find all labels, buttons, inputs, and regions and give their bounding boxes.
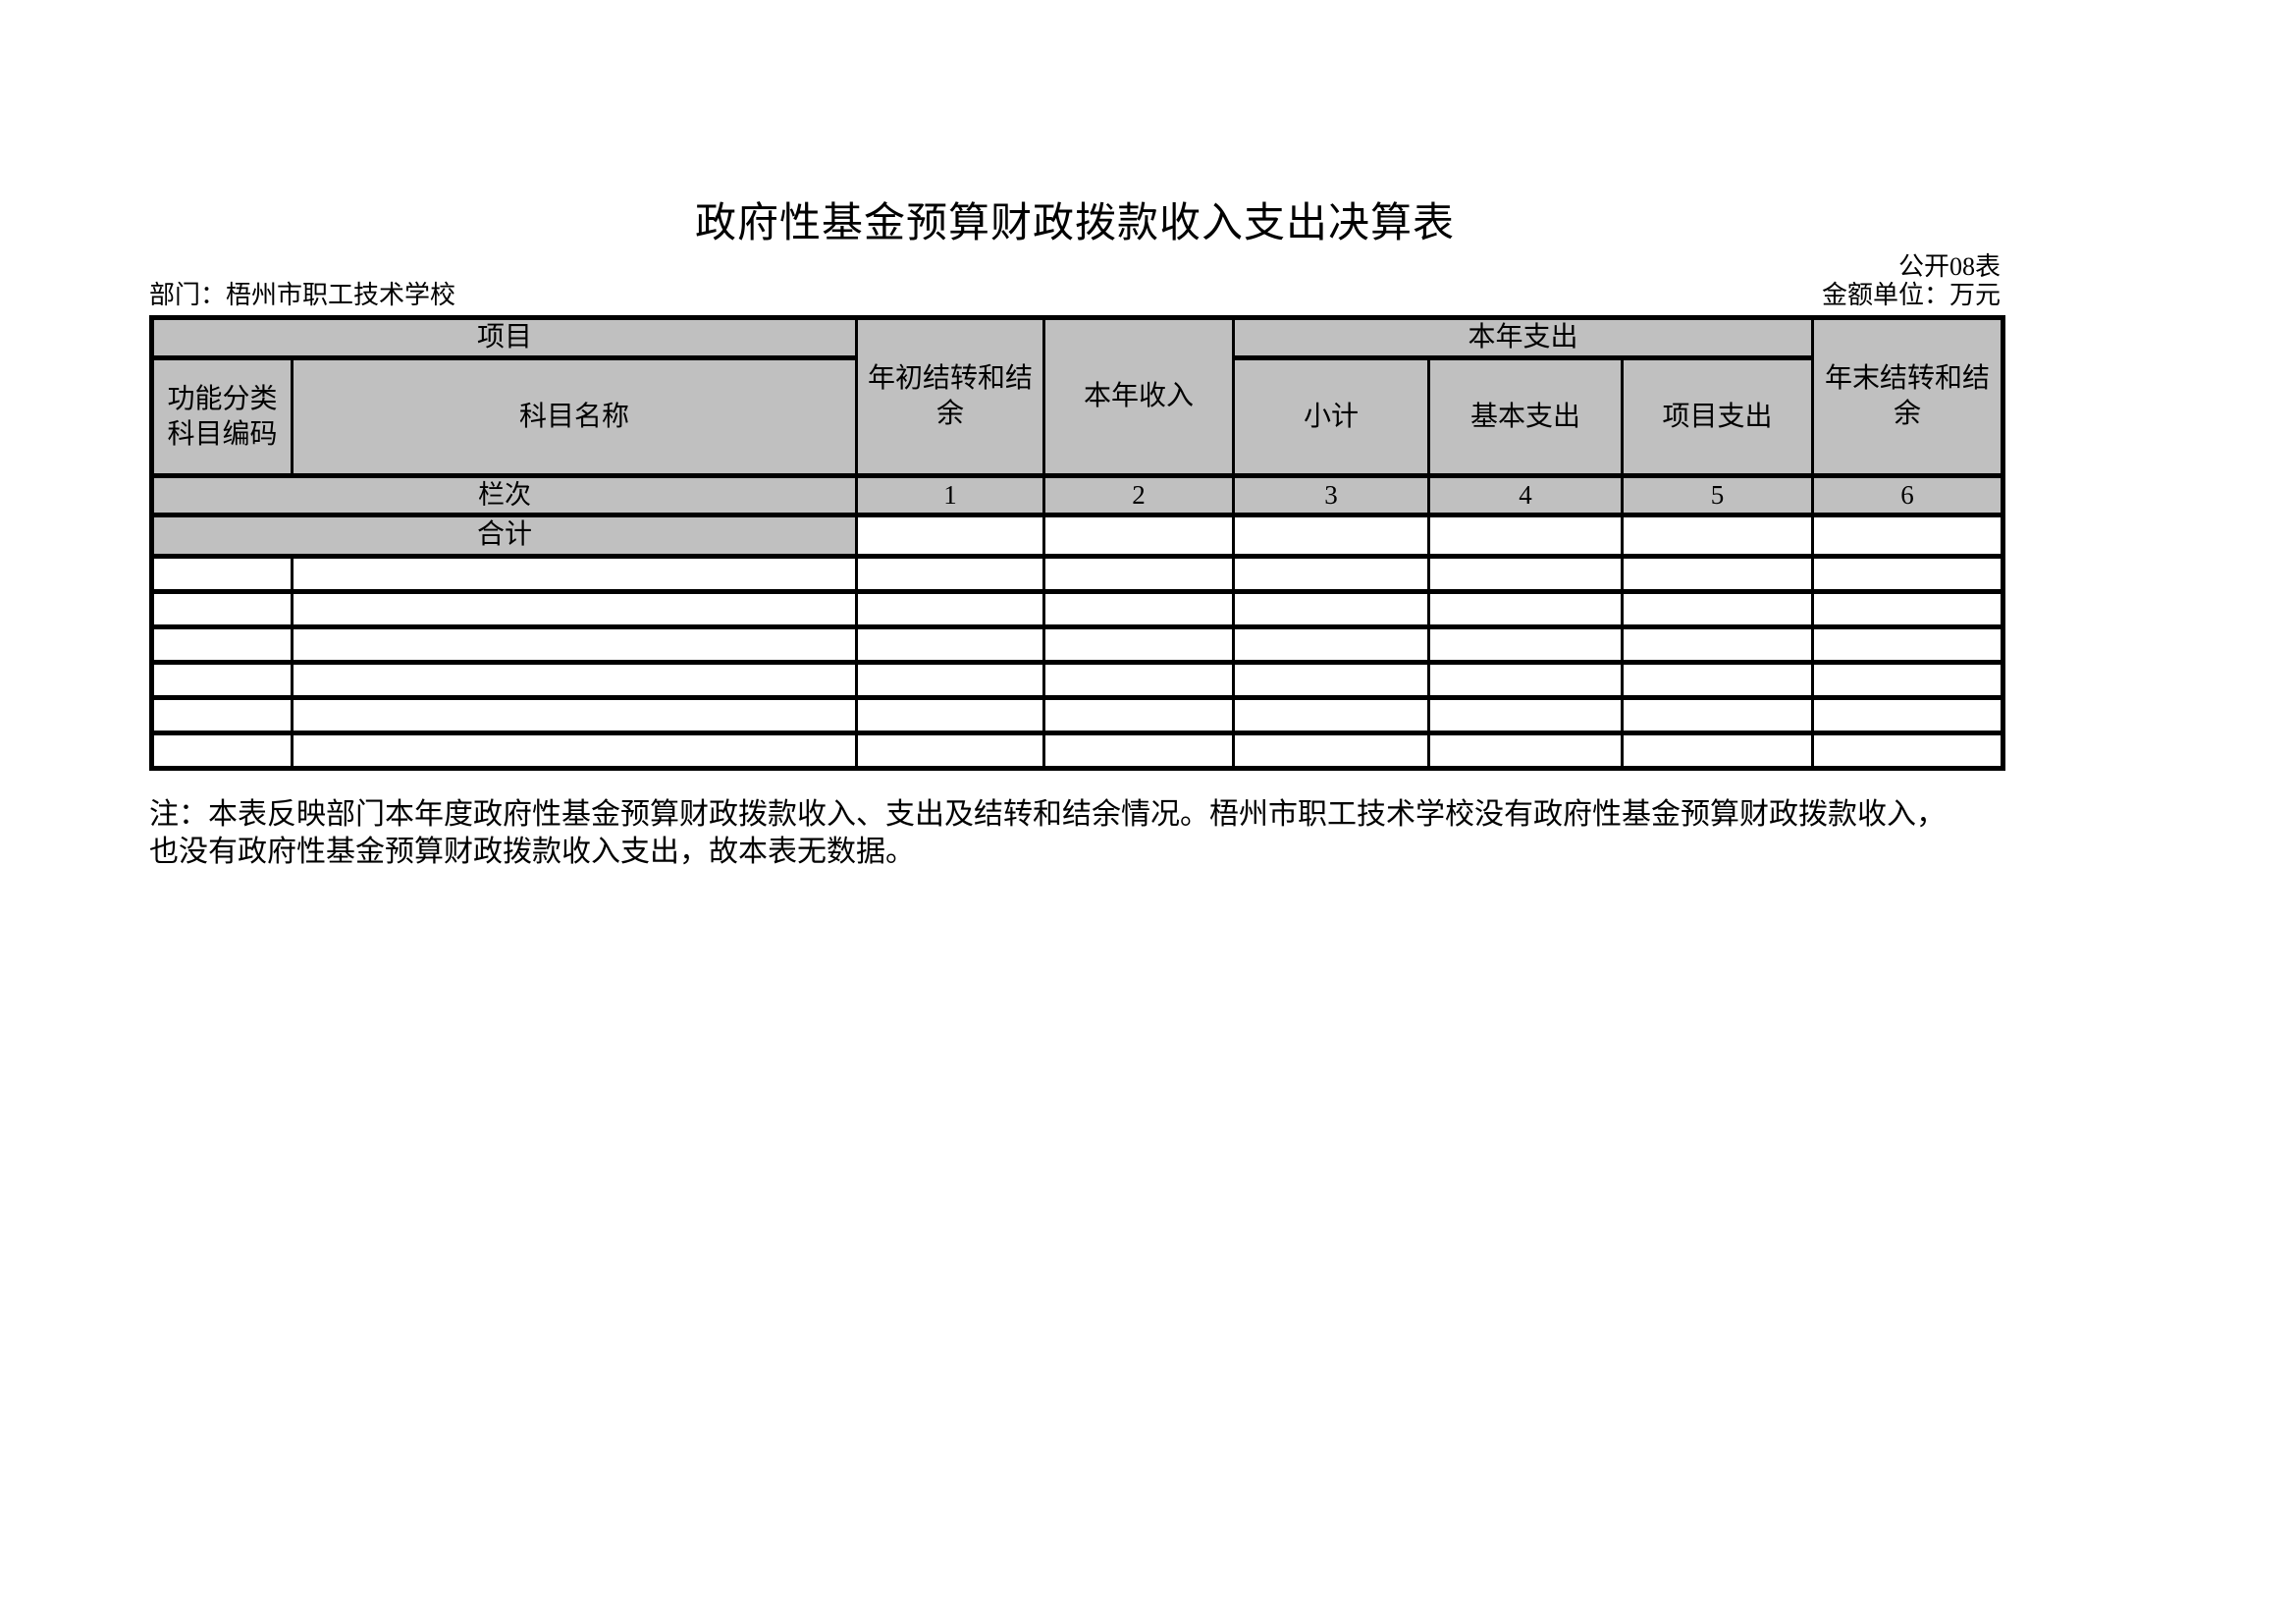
empty-cell bbox=[1427, 588, 1625, 629]
total-cell-6 bbox=[1811, 513, 2005, 559]
empty-cell bbox=[290, 588, 859, 629]
column-index-2: 2 bbox=[1042, 473, 1236, 518]
header-cell-expense-group: 本年支出 bbox=[1232, 314, 1815, 361]
empty-cell bbox=[1232, 659, 1431, 700]
column-index-1: 1 bbox=[855, 473, 1046, 518]
empty-cell bbox=[1042, 730, 1236, 771]
empty-cell bbox=[290, 730, 859, 771]
content-area: 政府性基金预算财政拨款收入支出决算表 公开08表 部门：梧州市职工技术学校 金额… bbox=[149, 0, 2006, 871]
header-cell-end-balance: 年末结转和结余 bbox=[1811, 314, 2005, 479]
page-title: 政府性基金预算财政拨款收入支出决算表 bbox=[694, 201, 1455, 246]
empty-cell bbox=[1042, 659, 1236, 700]
empty-cell bbox=[290, 553, 859, 594]
empty-cell bbox=[855, 694, 1046, 735]
empty-cell bbox=[1042, 553, 1236, 594]
total-row: 合计 bbox=[149, 513, 2005, 559]
empty-cell bbox=[1621, 694, 1815, 735]
empty-cell bbox=[1621, 588, 1815, 629]
header-cell-year-income: 本年收入 bbox=[1042, 314, 1236, 479]
header-cell-basic-expense: 基本支出 bbox=[1427, 355, 1625, 479]
table-code-label: 公开08表 bbox=[1897, 252, 2001, 281]
empty-cell bbox=[1621, 730, 1815, 771]
empty-cell bbox=[150, 623, 294, 665]
column-index-label: 栏次 bbox=[149, 473, 859, 518]
column-index-row: 栏次 1 2 3 4 5 6 bbox=[149, 473, 2005, 518]
note-line-1: 注：本表反映部门本年度政府性基金预算财政拨款收入、支出及结转和结余情况。梧州市职… bbox=[149, 797, 1946, 831]
note-line-2: 也没有政府性基金预算财政拨款收入支出，故本表无数据。 bbox=[149, 835, 915, 868]
empty-cell bbox=[1427, 659, 1625, 700]
empty-cell bbox=[1811, 553, 2005, 594]
empty-cell bbox=[150, 694, 294, 735]
empty-cell bbox=[1811, 730, 2005, 771]
empty-cell bbox=[1621, 659, 1815, 700]
empty-rows bbox=[150, 553, 2005, 771]
header-cell-project-expense: 项目支出 bbox=[1621, 355, 1815, 479]
accounts-table: 项目 年初结转和结余 本年收入 本年支出 年末结转和结余 功能分类科目编码 科目… bbox=[149, 314, 2006, 771]
empty-cell bbox=[1232, 623, 1431, 665]
empty-data-row bbox=[150, 623, 2005, 665]
empty-cell bbox=[150, 553, 294, 594]
header-cell-project-group: 项目 bbox=[149, 314, 859, 361]
header-cell-subject-name: 科目名称 bbox=[290, 355, 859, 479]
empty-data-row bbox=[150, 659, 2005, 700]
empty-cell bbox=[290, 659, 859, 700]
empty-cell bbox=[855, 588, 1046, 629]
total-cell-2 bbox=[1042, 513, 1236, 559]
empty-cell bbox=[1427, 623, 1625, 665]
empty-cell bbox=[855, 659, 1046, 700]
department-label: 部门：梧州市职工技术学校 bbox=[149, 281, 456, 309]
total-cell-1 bbox=[855, 513, 1046, 559]
total-cell-5 bbox=[1621, 513, 1815, 559]
empty-cell bbox=[855, 623, 1046, 665]
empty-cell bbox=[150, 659, 294, 700]
empty-cell bbox=[290, 694, 859, 735]
empty-cell bbox=[150, 730, 294, 771]
empty-cell bbox=[290, 623, 859, 665]
empty-cell bbox=[150, 588, 294, 629]
meta-row: 部门：梧州市职工技术学校 金额单位：万元 bbox=[149, 281, 2001, 309]
unit-label: 金额单位：万元 bbox=[1821, 281, 2001, 309]
header-cell-subtotal: 小计 bbox=[1232, 355, 1431, 479]
header-row-2: 功能分类科目编码 科目名称 小计 基本支出 项目支出 bbox=[150, 355, 2003, 479]
column-index-5: 5 bbox=[1621, 473, 1815, 518]
empty-cell bbox=[1811, 623, 2005, 665]
empty-cell bbox=[855, 553, 1046, 594]
empty-cell bbox=[1232, 694, 1431, 735]
empty-data-row bbox=[150, 588, 2005, 629]
column-index-6: 6 bbox=[1811, 473, 2005, 518]
empty-cell bbox=[1621, 623, 1815, 665]
total-cell-3 bbox=[1232, 513, 1431, 559]
empty-data-row bbox=[150, 694, 2005, 735]
header-row-1: 项目 年初结转和结余 本年收入 本年支出 年末结转和结余 bbox=[149, 314, 2005, 479]
empty-cell bbox=[1042, 694, 1236, 735]
empty-cell bbox=[1621, 553, 1815, 594]
empty-data-row bbox=[150, 730, 2005, 771]
empty-data-row bbox=[150, 553, 2005, 594]
total-row-label: 合计 bbox=[149, 513, 859, 559]
empty-cell bbox=[1232, 553, 1431, 594]
header-cell-func-code: 功能分类科目编码 bbox=[150, 355, 294, 479]
empty-cell bbox=[1811, 588, 2005, 629]
note-text: 注：本表反映部门本年度政府性基金预算财政拨款收入、支出及结转和结余情况。梧州市职… bbox=[149, 796, 2001, 871]
empty-cell bbox=[1811, 659, 2005, 700]
header-cell-begin-balance: 年初结转和结余 bbox=[855, 314, 1046, 479]
empty-cell bbox=[1427, 553, 1625, 594]
column-index-4: 4 bbox=[1427, 473, 1625, 518]
empty-cell bbox=[855, 730, 1046, 771]
empty-cell bbox=[1232, 588, 1431, 629]
column-index-3: 3 bbox=[1232, 473, 1431, 518]
empty-cell bbox=[1232, 730, 1431, 771]
empty-cell bbox=[1042, 588, 1236, 629]
empty-cell bbox=[1427, 730, 1625, 771]
empty-cell bbox=[1427, 694, 1625, 735]
total-cell-4 bbox=[1427, 513, 1625, 559]
empty-cell bbox=[1811, 694, 2005, 735]
empty-cell bbox=[1042, 623, 1236, 665]
